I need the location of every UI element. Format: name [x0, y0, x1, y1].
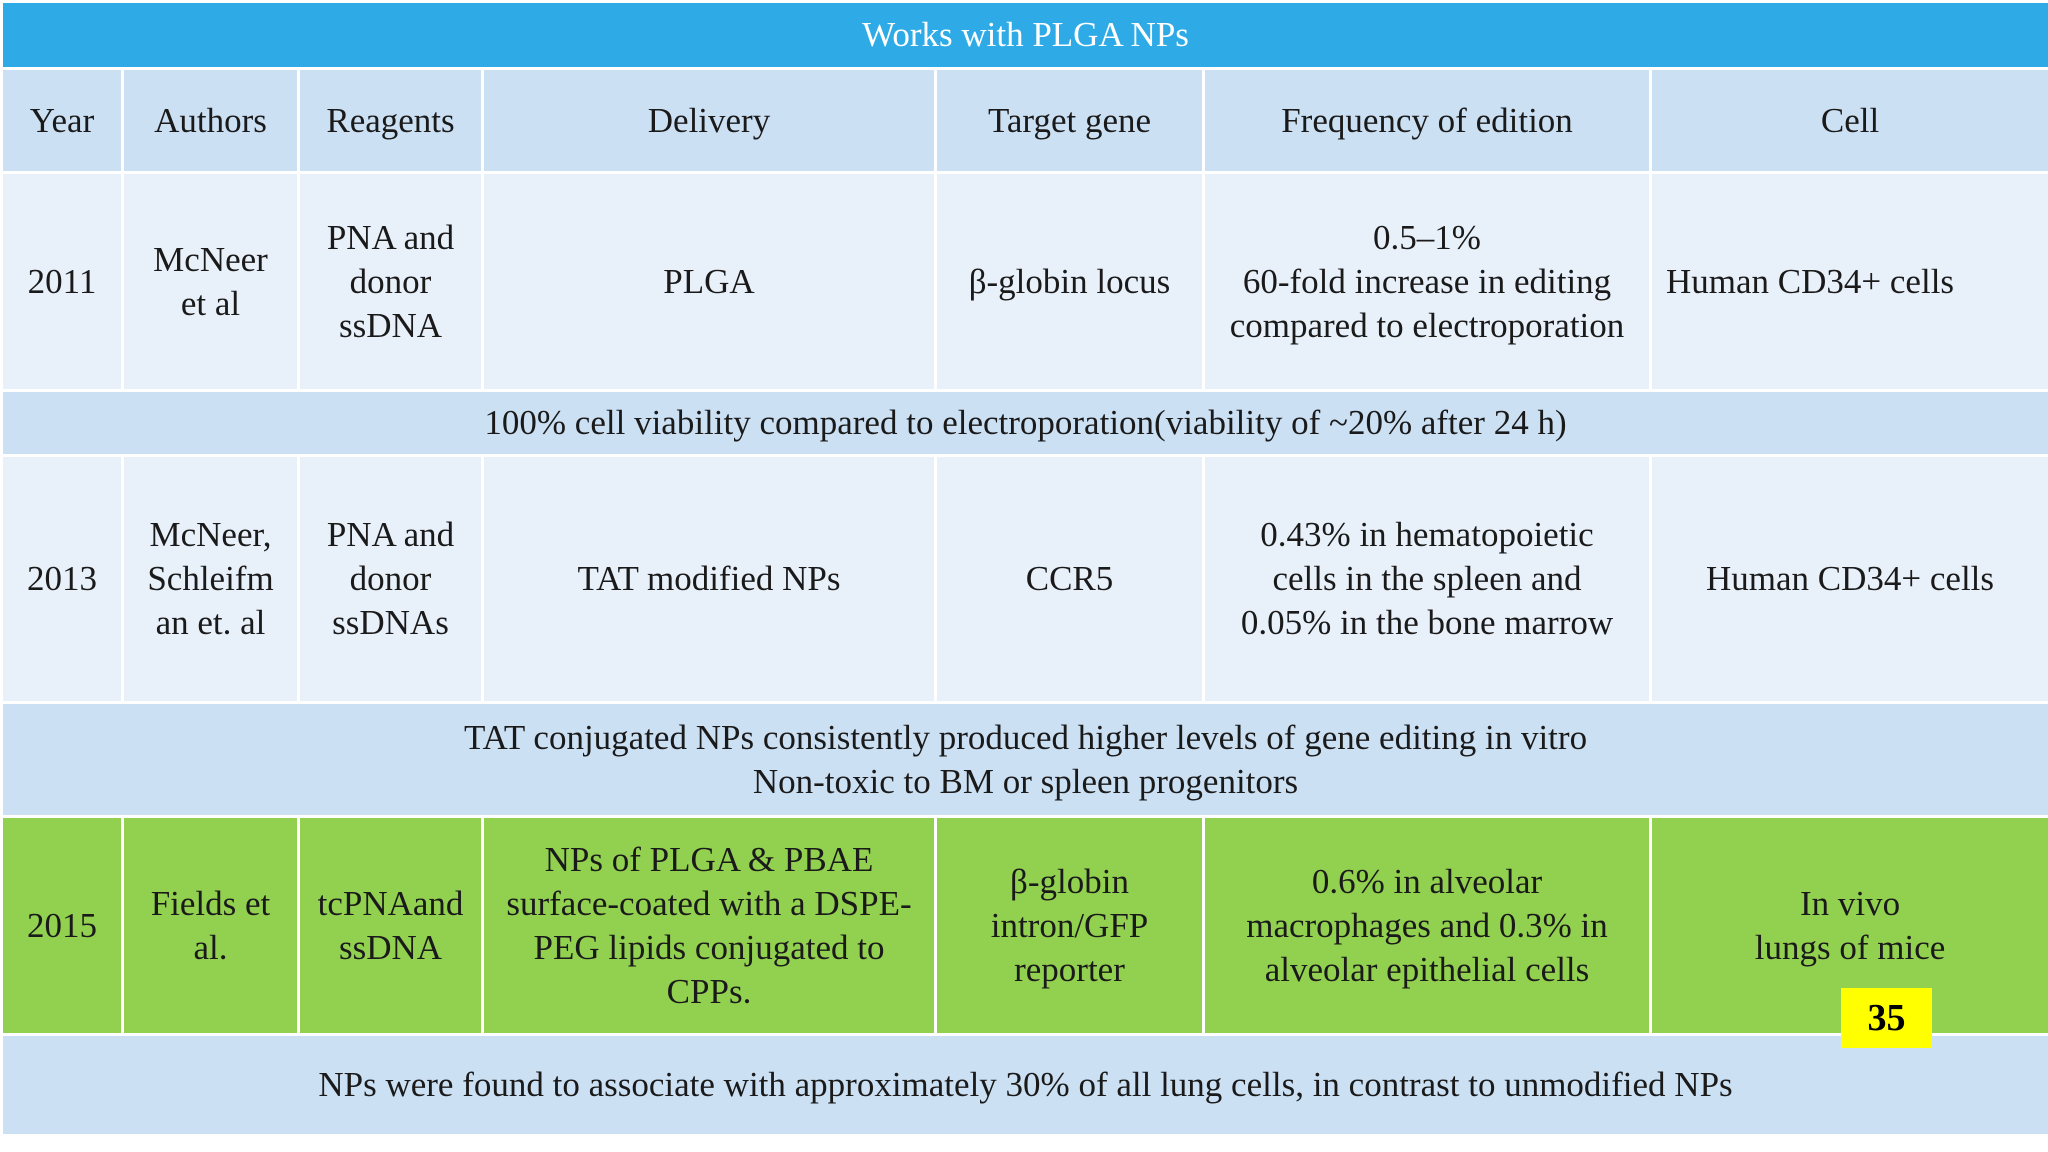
authors-line: Schleifm — [147, 559, 274, 598]
authors-line: et al — [180, 283, 241, 323]
target-gene-line: β-globin — [1010, 861, 1129, 901]
reagents-line: ssDNA — [338, 927, 443, 967]
header-target-gene: Target gene — [934, 67, 1205, 174]
table-row-2013: 2013 McNeer, Schleifm an et. al PNA and … — [0, 454, 2048, 704]
year-text: 2011 — [27, 261, 97, 301]
authors-cell: McNeer, Schleifm an et. al — [121, 454, 300, 704]
target-gene-cell: β-globin intron/GFP reporter — [934, 815, 1205, 1036]
note-cell: TAT conjugated NPs consistently produced… — [0, 701, 2048, 818]
cell-type-line: In vivo — [1799, 883, 1901, 923]
delivery-line: NPs of PLGA & PBAE — [544, 839, 874, 879]
note-row-2011: 100% cell viability compared to electrop… — [0, 389, 2048, 457]
header-cell: Cell — [1648, 67, 2048, 174]
note-cell: NPs were found to associate with approxi… — [0, 1033, 2048, 1137]
frequency-line: macrophages and 0.3% in — [1246, 905, 1608, 945]
cell-type-line: Human CD34+ cells — [1666, 261, 1955, 301]
table-row-2011: 2011 McNeer et al PNA and donor ssDNA PL… — [0, 171, 2048, 392]
header-delivery: Delivery — [481, 67, 937, 174]
frequency-line: 0.43% in hematopoietic — [1260, 515, 1594, 554]
authors-line: McNeer — [153, 239, 268, 279]
reagents-line: donor — [349, 261, 432, 301]
frequency-line: 0.6% in alveolar — [1311, 861, 1543, 901]
frequency-line: cells in the spleen and — [1272, 559, 1582, 598]
reagents-cell: PNA and donor ssDNAs — [297, 454, 484, 704]
frequency-cell: 0.43% in hematopoietic cells in the sple… — [1202, 454, 1652, 704]
reagents-line: ssDNAs — [332, 603, 449, 642]
delivery-line: surface-coated with a DSPE- — [506, 883, 912, 923]
frequency-line: alveolar epithelial cells — [1264, 949, 1590, 989]
authors-line: an et. al — [155, 603, 266, 642]
delivery-line: TAT modified NPs — [577, 559, 841, 598]
frequency-line: compared to electroporation — [1229, 305, 1625, 345]
target-gene-cell: CCR5 — [934, 454, 1205, 704]
table-title: Works with PLGA NPs — [0, 0, 2048, 70]
authors-line: Fields et — [150, 883, 271, 923]
target-gene-cell: β-globin locus — [934, 171, 1205, 392]
frequency-line: 60-fold increase in editing — [1242, 261, 1612, 301]
slide-number-badge: 35 — [1841, 988, 1932, 1048]
reagents-line: ssDNA — [338, 305, 443, 345]
authors-line: al. — [193, 927, 228, 967]
note-row-2015: NPs were found to associate with approxi… — [0, 1033, 2048, 1137]
cell-type-cell: Human CD34+ cells — [1648, 454, 2048, 704]
frequency-line: 0.05% in the bone marrow — [1240, 603, 1614, 642]
frequency-cell: 0.6% in alveolar macrophages and 0.3% in… — [1202, 815, 1652, 1036]
note-line: 100% cell viability compared to electrop… — [484, 403, 1567, 442]
delivery-cell: TAT modified NPs — [481, 454, 937, 704]
reagents-line: donor — [349, 559, 432, 598]
cell-type-line: lungs of mice — [1754, 927, 1946, 967]
year-cell: 2015 — [0, 815, 124, 1036]
delivery-cell: PLGA — [481, 171, 937, 392]
target-gene-line: intron/GFP — [990, 905, 1149, 945]
delivery-line: PEG lipids conjugated to — [533, 927, 885, 967]
note-line: NPs were found to associate with approxi… — [318, 1065, 1733, 1104]
header-frequency: Frequency of edition — [1202, 67, 1652, 174]
frequency-line: 0.5–1% — [1373, 217, 1481, 257]
authors-cell: McNeer et al — [121, 171, 300, 392]
header-row: Year Authors Reagents Delivery Target ge… — [0, 67, 2048, 174]
reagents-cell: PNA and donor ssDNA — [297, 171, 484, 392]
authors-line: McNeer, — [149, 515, 272, 554]
target-gene-line: β-globin locus — [968, 261, 1171, 301]
reagents-cell: tcPNAand ssDNA — [297, 815, 484, 1036]
year-text: 2013 — [27, 559, 97, 598]
authors-cell: Fields et al. — [121, 815, 300, 1036]
note-line: TAT conjugated NPs consistently produced… — [463, 717, 1588, 757]
year-text: 2015 — [27, 905, 97, 945]
reagents-line: PNA and — [326, 217, 455, 257]
header-authors: Authors — [121, 67, 300, 174]
delivery-cell: NPs of PLGA & PBAE surface-coated with a… — [481, 815, 937, 1036]
delivery-line: PLGA — [663, 261, 755, 301]
year-cell: 2013 — [0, 454, 124, 704]
note-cell: 100% cell viability compared to electrop… — [0, 389, 2048, 457]
note-row-2013: TAT conjugated NPs consistently produced… — [0, 701, 2048, 818]
note-line: Non-toxic to BM or spleen progenitors — [752, 761, 1299, 801]
reagents-line: PNA and — [326, 515, 455, 554]
target-gene-line: CCR5 — [1025, 559, 1114, 598]
header-year: Year — [0, 67, 124, 174]
table-row-2015: 2015 Fields et al. tcPNAand ssDNA NPs of… — [0, 815, 2048, 1036]
target-gene-line: reporter — [1014, 949, 1125, 989]
cell-type-line: Human CD34+ cells — [1705, 559, 1995, 598]
year-cell: 2011 — [0, 171, 124, 392]
cell-type-cell: Human CD34+ cells — [1648, 171, 2048, 392]
title-row: Works with PLGA NPs — [0, 0, 2048, 70]
delivery-line: CPPs. — [666, 971, 752, 1011]
header-reagents: Reagents — [297, 67, 484, 174]
frequency-cell: 0.5–1% 60-fold increase in editing compa… — [1202, 171, 1652, 392]
reagents-line: tcPNAand — [317, 883, 464, 923]
